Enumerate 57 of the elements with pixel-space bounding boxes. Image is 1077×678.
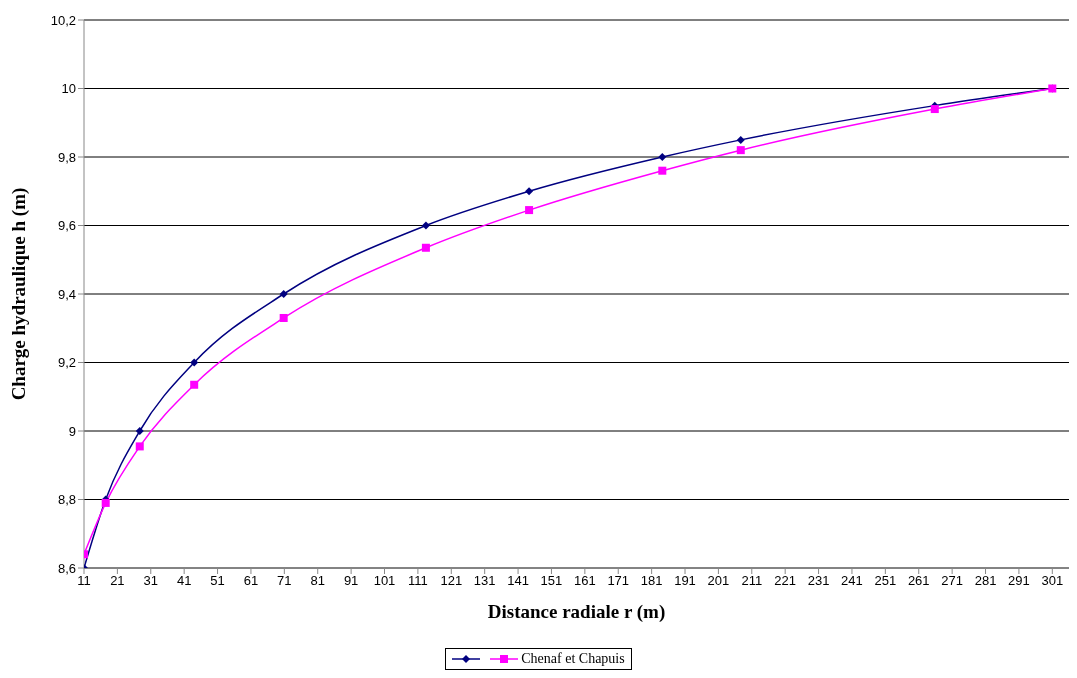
point: [190, 358, 199, 367]
y-tick-label: 9: [68, 423, 76, 439]
x-tick-label: 101: [373, 573, 396, 589]
x-tick-label: 261: [907, 573, 930, 589]
x-tick-label: 121: [440, 573, 463, 589]
point: [190, 380, 199, 389]
x-tick-label: 281: [974, 573, 997, 589]
point: [279, 313, 288, 322]
x-tick-label: 201: [707, 573, 730, 589]
point: [930, 105, 939, 114]
x-tick-label: 271: [941, 573, 963, 589]
point: [421, 221, 430, 230]
point: [135, 427, 144, 435]
x-tick-label: 151: [540, 573, 563, 589]
x-tick-label: 81: [310, 573, 325, 589]
point: [135, 442, 144, 451]
point: [736, 135, 745, 144]
x-tick-label: 91: [343, 573, 359, 589]
y-tick-label: 8,8: [57, 492, 76, 508]
point: [279, 290, 288, 298]
x-tick-label: 111: [408, 573, 428, 589]
x-tick-label: 251: [874, 573, 897, 589]
x-tick-label: 291: [1008, 573, 1030, 589]
y-tick-label: 10,2: [50, 12, 76, 28]
x-tick-label: 171: [607, 573, 630, 589]
x-tick-label: 221: [774, 573, 797, 589]
x-tick-label: 131: [473, 573, 496, 589]
x-tick-label: 141: [507, 573, 529, 589]
x-tick-label: 51: [210, 573, 225, 589]
x-tick-label: 191: [674, 573, 696, 589]
point: [658, 166, 667, 175]
y-tick-label: 8,6: [57, 560, 76, 576]
x-tick-label: 61: [243, 573, 259, 589]
point: [658, 153, 667, 161]
y-tick-label: 9,4: [57, 286, 76, 302]
legend-label: Chenaf et Chapuis: [521, 651, 625, 667]
point: [525, 187, 534, 196]
x-tick-label: 71: [277, 573, 292, 589]
x-tick-label: 41: [176, 573, 192, 589]
x-tick-label: 231: [807, 573, 830, 589]
x-tick-label: 301: [1041, 573, 1064, 589]
y-tick-label: 9,6: [57, 218, 76, 234]
x-axis-title: Distance radiale r (m): [487, 601, 666, 623]
x-tick-label: 11: [77, 573, 91, 589]
x-tick-label: 31: [143, 573, 159, 589]
point: [421, 243, 430, 252]
y-tick-label: 9,2: [57, 355, 76, 371]
y-axis-title: Charge hydraulique h (m): [7, 187, 30, 401]
x-tick-label: 241: [841, 573, 863, 589]
point: [736, 146, 745, 155]
x-tick-label: 21: [110, 573, 125, 589]
x-tick-label: 161: [574, 573, 596, 589]
x-tick-label: 181: [640, 573, 663, 589]
y-tick-label: 10: [61, 81, 76, 97]
x-tick-label: 211: [741, 573, 763, 589]
y-tick-label: 9,8: [57, 149, 76, 165]
point: [525, 206, 534, 215]
